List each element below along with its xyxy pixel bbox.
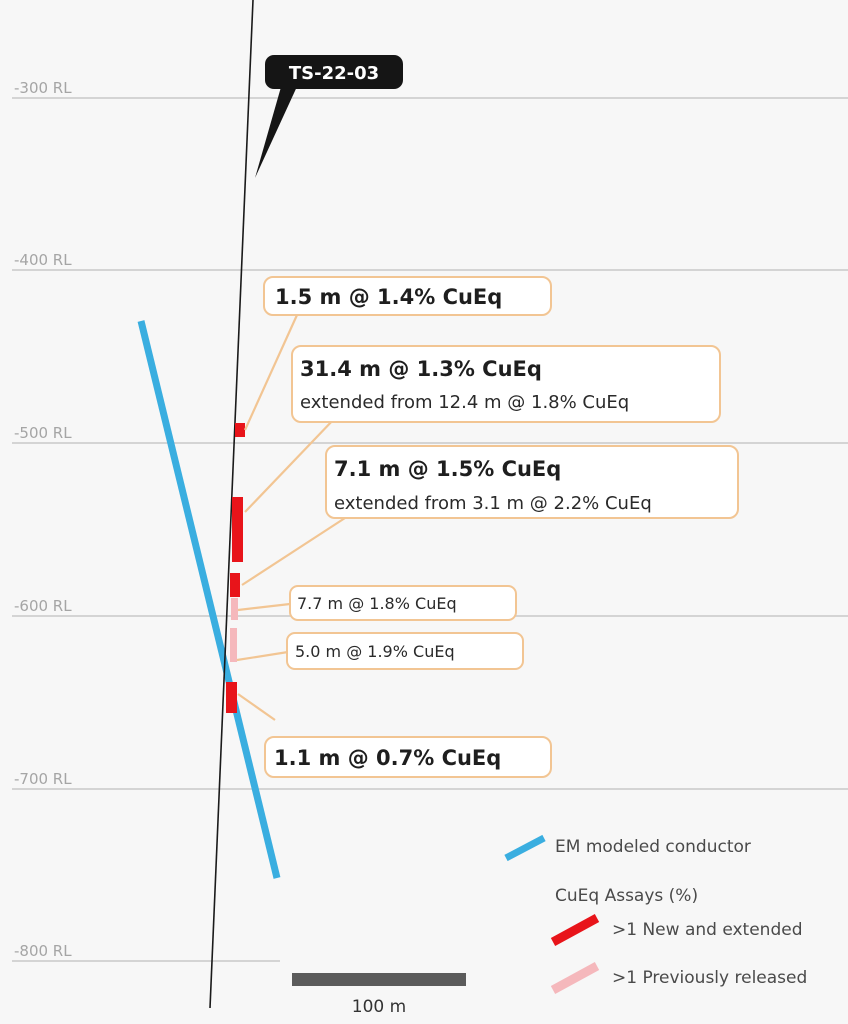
intercept-4-main: 7.7 m @ 1.8% CuEq	[297, 594, 457, 613]
scale-bar: 100 m	[292, 973, 466, 1017]
callout-box-4	[289, 585, 517, 621]
scale-bar-label: 100 m	[352, 997, 406, 1017]
legend-conductor-swatch	[504, 834, 546, 862]
leader-4	[237, 602, 291, 612]
intercept-3-sub: extended from 3.1 m @ 2.2% CuEq	[334, 493, 652, 514]
rl-label-700: -700 RL	[14, 770, 72, 788]
hole-tag-box	[265, 55, 403, 89]
callout-intercept-2: 31.4 m @ 1.3% CuEq extended from 12.4 m …	[291, 345, 721, 423]
em-conductor-line	[137, 320, 281, 879]
assay-previous-1	[231, 598, 238, 620]
legend-conductor-label: EM modeled conductor	[555, 837, 751, 857]
intercept-6-main: 1.1 m @ 0.7% CuEq	[274, 746, 501, 770]
callout-intercept-3: 7.1 m @ 1.5% CuEq extended from 3.1 m @ …	[325, 445, 739, 519]
rl-label-800: -800 RL	[14, 942, 72, 960]
assay-new-2	[232, 497, 243, 562]
assay-new-1	[235, 423, 245, 437]
rl-label-500: -500 RL	[14, 424, 72, 442]
leader-3	[241, 517, 346, 586]
leader-1	[243, 314, 299, 431]
assay-new-3	[230, 573, 240, 597]
legend-new-label: >1 New and extended	[612, 920, 803, 940]
scale-bar-rect	[292, 973, 466, 986]
drill-hole-trace	[209, 0, 254, 1009]
legend-assays-title: CuEq Assays (%)	[555, 886, 698, 906]
callout-box-6	[264, 736, 552, 778]
rl-label-400: -400 RL	[14, 251, 72, 269]
hole-tag-pointer	[255, 80, 300, 178]
legend-previous-swatch	[550, 962, 600, 994]
rl-label-600: -600 RL	[14, 597, 72, 615]
hole-id-label: TS-22-03	[289, 63, 379, 84]
leader-5	[236, 650, 289, 662]
legend-previous-label: >1 Previously released	[612, 968, 807, 988]
assay-previous-2	[230, 628, 237, 662]
intercept-5-main: 5.0 m @ 1.9% CuEq	[295, 642, 455, 661]
intercept-2-main: 31.4 m @ 1.3% CuEq	[300, 357, 542, 381]
rl-grid: -300 RL -400 RL -500 RL -600 RL -700 RL …	[12, 79, 848, 962]
callout-intercept-4: 7.7 m @ 1.8% CuEq	[289, 585, 517, 621]
callout-leaders	[236, 314, 346, 721]
rl-label-300: -300 RL	[14, 79, 72, 97]
callout-box-2	[291, 345, 721, 423]
leader-6	[237, 693, 276, 721]
callout-box-3	[325, 445, 739, 519]
leader-2	[244, 417, 336, 513]
intercept-2-sub: extended from 12.4 m @ 1.8% CuEq	[300, 392, 629, 413]
hole-id-tag: TS-22-03	[255, 55, 403, 178]
callout-box-1	[263, 276, 552, 316]
callout-box-5	[286, 632, 524, 670]
assay-new-4	[226, 682, 237, 713]
callout-intercept-6: 1.1 m @ 0.7% CuEq	[264, 736, 552, 778]
callout-intercept-1: 1.5 m @ 1.4% CuEq	[263, 276, 552, 316]
intercept-3-main: 7.1 m @ 1.5% CuEq	[334, 457, 561, 481]
legend: EM modeled conductor CuEq Assays (%) >1 …	[504, 834, 807, 994]
legend-new-swatch	[550, 914, 600, 946]
intercept-1-main: 1.5 m @ 1.4% CuEq	[275, 285, 502, 309]
callout-intercept-5: 5.0 m @ 1.9% CuEq	[286, 632, 524, 670]
